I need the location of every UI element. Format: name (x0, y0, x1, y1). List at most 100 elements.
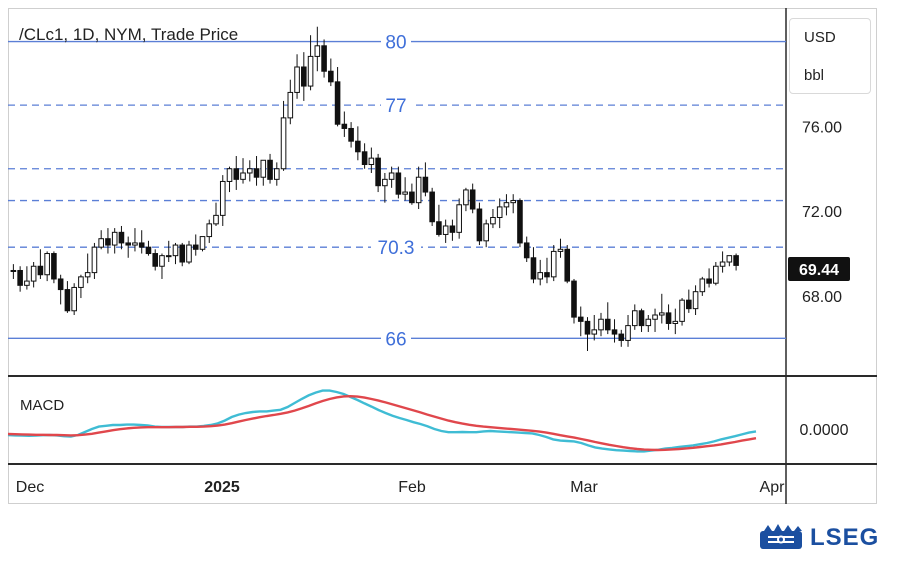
candle-body (17, 269, 23, 286)
x-tick-label: 2025 (204, 479, 240, 496)
candle-body (51, 253, 57, 280)
candle-body (584, 320, 591, 335)
candle-body (287, 91, 294, 119)
candle-body (219, 180, 226, 216)
candle-body (699, 278, 706, 293)
candle-body (442, 225, 449, 235)
candle-body (422, 176, 429, 193)
candle-body (105, 238, 111, 246)
candle-body (132, 242, 138, 246)
candle-body (24, 280, 30, 286)
candle-body (395, 172, 402, 195)
y-tick-label: 72.00 (802, 204, 842, 221)
x-tick-label: Feb (398, 479, 426, 496)
candle-body (125, 242, 131, 246)
candle-body (152, 253, 159, 267)
candle-body (469, 189, 476, 210)
candle-body (91, 246, 98, 274)
candle-body (523, 242, 530, 259)
candle-body (449, 225, 456, 233)
candle-body (692, 291, 699, 310)
axes: 76.00 72.00 68.00 0.0000 Dec 2025 Feb Mar Apr (16, 119, 849, 496)
level-label-bg (381, 327, 411, 350)
candle-body (186, 244, 192, 263)
candle-body (476, 208, 483, 242)
candle-body (382, 178, 388, 187)
candle-body (652, 314, 658, 320)
candle-body (57, 278, 64, 291)
candle-body (550, 250, 557, 278)
candle-body (375, 157, 381, 187)
candle-body (577, 316, 584, 322)
candle-body (679, 299, 685, 322)
candle-body (503, 202, 510, 208)
candles (10, 26, 739, 352)
candle-body (726, 255, 733, 263)
candle-body (631, 310, 638, 327)
candle-body (388, 172, 395, 180)
candle-body (78, 276, 84, 288)
candle-body (517, 200, 523, 244)
signal-line (7, 394, 757, 452)
x-tick-label: Dec (16, 479, 44, 496)
candle-body (233, 168, 240, 180)
brand-name: LSEG (810, 524, 880, 551)
candle-body (118, 231, 125, 244)
candle-body (544, 272, 550, 278)
candle-body (618, 333, 625, 341)
candle-body (267, 159, 273, 180)
level-label-bg (381, 94, 411, 117)
candle-body (496, 206, 503, 218)
candle-body (659, 312, 665, 316)
x-tick-label: Apr (760, 479, 786, 496)
candle-body (159, 255, 165, 267)
candle-body (638, 310, 645, 327)
macd-line (7, 389, 757, 453)
candle-body (713, 265, 719, 284)
macd-pane (7, 389, 757, 453)
unit-box[interactable]: USD bbl (789, 18, 871, 94)
y-tick-label: 76.00 (802, 119, 842, 136)
level-label-bg (381, 30, 411, 53)
level-label: 70.3 (378, 238, 415, 259)
candle-body (625, 325, 631, 341)
candle-body (253, 168, 260, 178)
candle-body (199, 236, 206, 250)
level-label: 80 (385, 33, 406, 54)
candle-body (172, 244, 179, 257)
candle-body (463, 189, 469, 206)
candle-body (598, 318, 604, 331)
candle-body (348, 127, 354, 142)
candle-body (355, 140, 361, 153)
candle-body (537, 272, 544, 280)
candle-body (98, 238, 104, 248)
candle-body (44, 253, 50, 276)
candle-body (10, 269, 17, 272)
x-tick-label: Mar (570, 479, 598, 496)
last-price-label: 69.44 (799, 262, 839, 279)
candle-body (611, 329, 618, 335)
candle-body (402, 191, 408, 195)
candle-body (226, 168, 233, 182)
candle-body (37, 265, 44, 276)
candle-body (456, 204, 462, 233)
candle-body (71, 286, 77, 312)
candle-body (719, 261, 726, 267)
candle-body (145, 246, 152, 255)
lseg-crest-icon (760, 524, 802, 549)
candle-body (733, 255, 739, 266)
candle-body (165, 255, 172, 258)
candle-body (321, 45, 327, 72)
candle-body (260, 159, 267, 178)
candle-body (409, 191, 415, 204)
indicator-label: MACD (20, 397, 64, 414)
candle-body (294, 66, 300, 93)
candle-body (301, 66, 307, 87)
last-price-badge (788, 257, 850, 281)
candle-body (645, 318, 652, 327)
candle-body (334, 81, 341, 125)
candle-body (368, 157, 375, 166)
candle-body (415, 176, 422, 204)
candle-body (706, 278, 712, 284)
candle-body (604, 318, 611, 331)
